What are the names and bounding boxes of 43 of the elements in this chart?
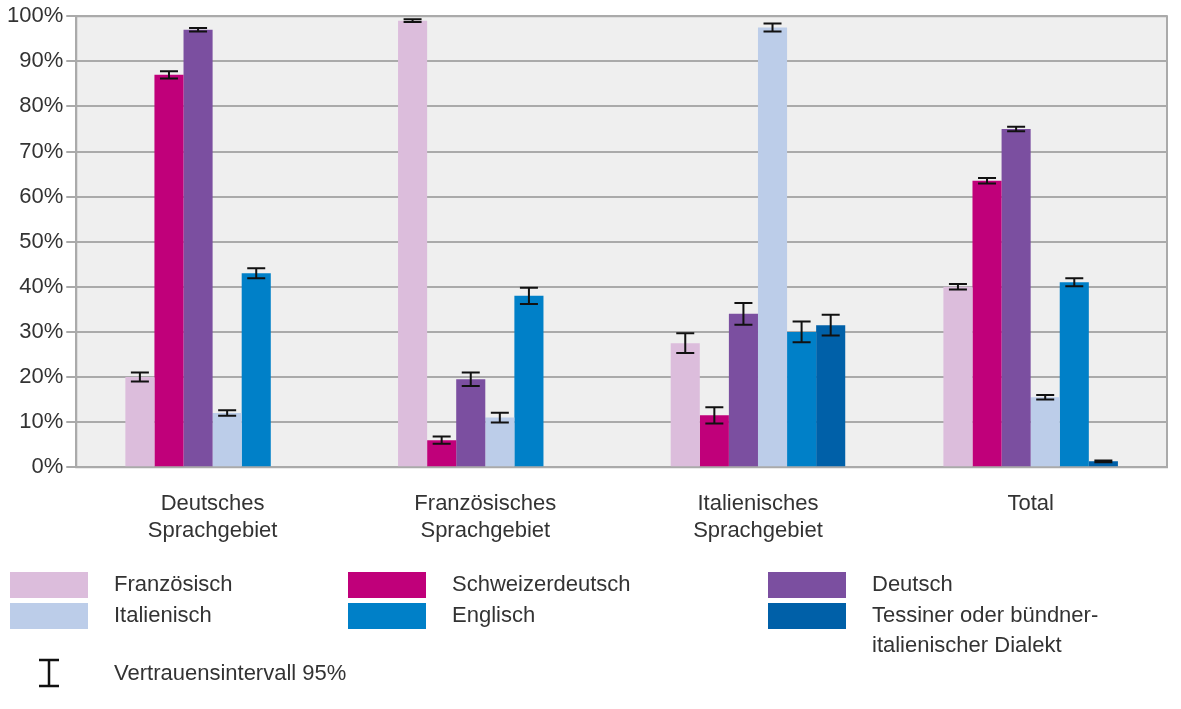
- x-tick-label: Deutsches Sprachgebiet: [147, 490, 278, 542]
- y-tick-label: 20%: [19, 363, 64, 389]
- y-tick-label: 40%: [19, 272, 64, 298]
- legend-label: Deutsch: [872, 570, 953, 598]
- bar: [183, 29, 213, 467]
- bar: [125, 377, 155, 467]
- legend-label: Italienisch: [114, 601, 212, 629]
- legend-label: Tessiner oder bündner-italienischer Dialekt: [872, 601, 1100, 659]
- bar: [514, 295, 544, 467]
- bar: [154, 74, 184, 467]
- y-tick-label: 70%: [19, 137, 64, 163]
- bar: [398, 20, 428, 467]
- bar: [241, 273, 271, 467]
- bar: [728, 313, 758, 467]
- legend-label: Englisch: [452, 601, 536, 629]
- bar: [212, 413, 242, 467]
- y-tick-label: 50%: [19, 227, 64, 253]
- y-tick-label: 90%: [19, 47, 64, 73]
- y-tick-label: 100%: [6, 2, 64, 28]
- bar: [1030, 397, 1060, 467]
- bar: [427, 440, 457, 467]
- y-tick-label: 0%: [31, 453, 64, 479]
- bar: [456, 379, 486, 467]
- bar: [1059, 282, 1089, 467]
- bar: [485, 417, 515, 467]
- bar: [816, 325, 846, 467]
- y-tick-label: 10%: [19, 408, 64, 434]
- bar: [787, 331, 817, 467]
- bar: [670, 343, 700, 467]
- x-tick-label: Französisches Sprachgebiet: [414, 490, 557, 542]
- y-tick-label: 30%: [19, 317, 64, 343]
- bar: [1001, 128, 1031, 467]
- bar: [757, 27, 788, 467]
- legend-label: Schweizerdeutsch: [452, 570, 631, 598]
- bar: [699, 415, 729, 467]
- x-tick-label: Total: [1007, 490, 1054, 516]
- y-tick-label: 60%: [19, 182, 64, 208]
- y-tick-label: 80%: [19, 92, 64, 118]
- text: Vertrauensintervall 95%: [114, 660, 347, 686]
- bar: [972, 180, 1002, 467]
- legend-label: Französisch: [114, 570, 233, 598]
- bar: [943, 286, 973, 467]
- x-tick-label: Italienisches Sprachgebiet: [693, 490, 823, 542]
